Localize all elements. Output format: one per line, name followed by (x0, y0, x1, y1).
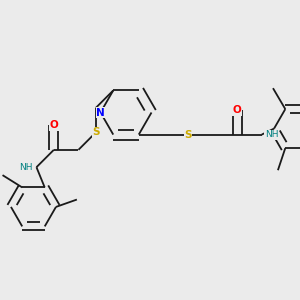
Text: S: S (92, 128, 100, 137)
Text: N: N (96, 107, 105, 118)
Text: O: O (50, 120, 58, 130)
Text: NH: NH (19, 163, 33, 172)
Text: O: O (233, 105, 242, 115)
Text: S: S (184, 130, 192, 140)
Text: NH: NH (265, 130, 278, 139)
